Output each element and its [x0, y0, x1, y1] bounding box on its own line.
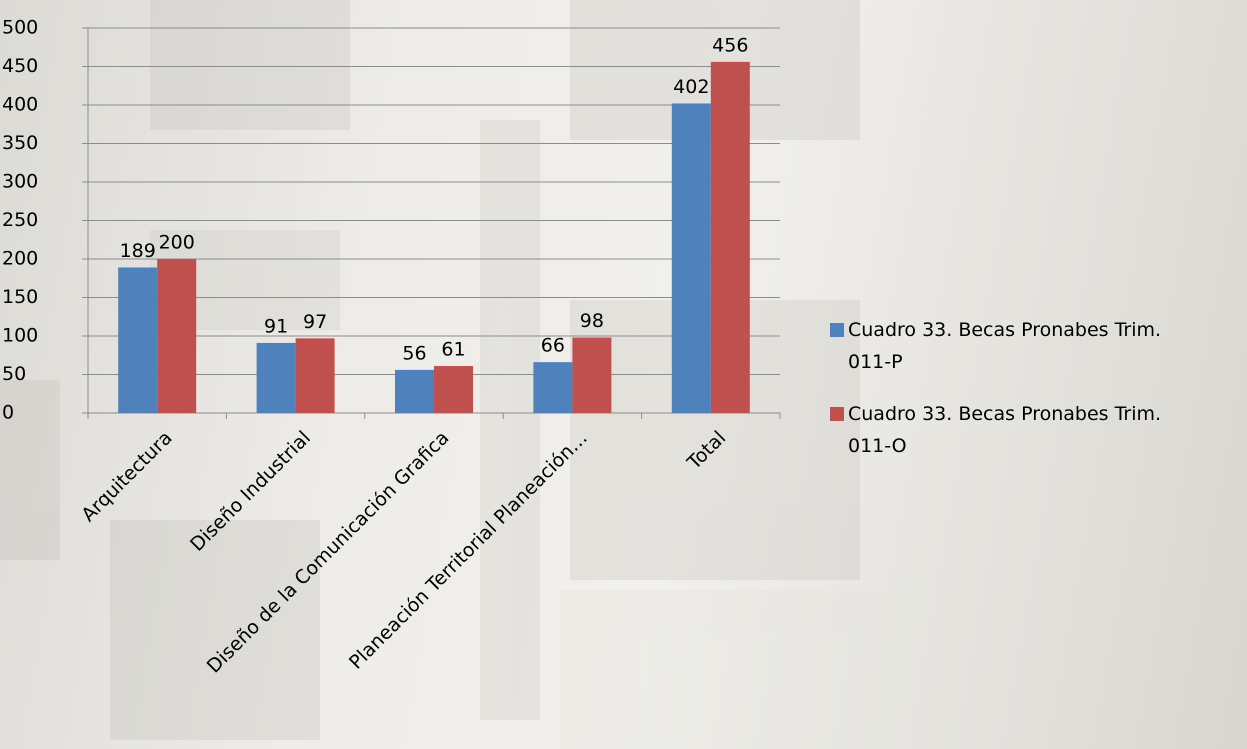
y-tick-label: 250	[2, 209, 38, 231]
background-building	[0, 0, 960, 749]
y-tick-label: 200	[2, 248, 38, 270]
data-label: 97	[303, 311, 327, 333]
y-tick-label: 400	[2, 94, 38, 116]
data-label: 91	[264, 315, 288, 337]
y-tick-label: 300	[2, 171, 38, 193]
bar	[118, 267, 158, 413]
data-label: 66	[541, 335, 565, 357]
data-label: 200	[159, 232, 195, 254]
bar	[572, 337, 612, 413]
x-tick-label: Arquitectura	[77, 427, 176, 526]
y-tick-label: 350	[2, 132, 38, 154]
y-tick-label: 450	[2, 55, 38, 77]
y-tick-label: 100	[2, 325, 38, 347]
legend-swatch	[830, 323, 844, 337]
legend-label: Cuadro 33. Becas Pronabes Trim. 011-O	[848, 403, 1162, 457]
data-label: 456	[712, 34, 748, 56]
data-label: 61	[441, 339, 465, 361]
y-tick-label: 500	[2, 17, 38, 39]
bar	[395, 369, 434, 413]
bar	[434, 366, 473, 413]
bar	[295, 338, 335, 413]
y-tick-label: 0	[2, 402, 14, 424]
y-tick-label: 50	[2, 363, 26, 385]
legend-label: Cuadro 33. Becas Pronabes Trim. 011-P	[848, 319, 1162, 373]
legend-swatch	[830, 407, 844, 421]
legend-item: Cuadro 33. Becas Pronabes Trim. 011-P	[830, 314, 1193, 378]
bar	[710, 61, 750, 413]
bar	[157, 259, 197, 413]
data-label: 189	[120, 240, 156, 262]
bar	[533, 362, 573, 413]
x-tick-label: Planeación Territorial Planeación…	[345, 427, 592, 674]
data-label: 56	[402, 342, 426, 364]
legend-item: Cuadro 33. Becas Pronabes Trim. 011-O	[830, 398, 1193, 462]
bar	[671, 103, 711, 414]
y-tick-label: 150	[2, 286, 38, 308]
data-label: 402	[673, 76, 709, 98]
bar	[256, 342, 296, 413]
data-label: 98	[580, 310, 604, 332]
